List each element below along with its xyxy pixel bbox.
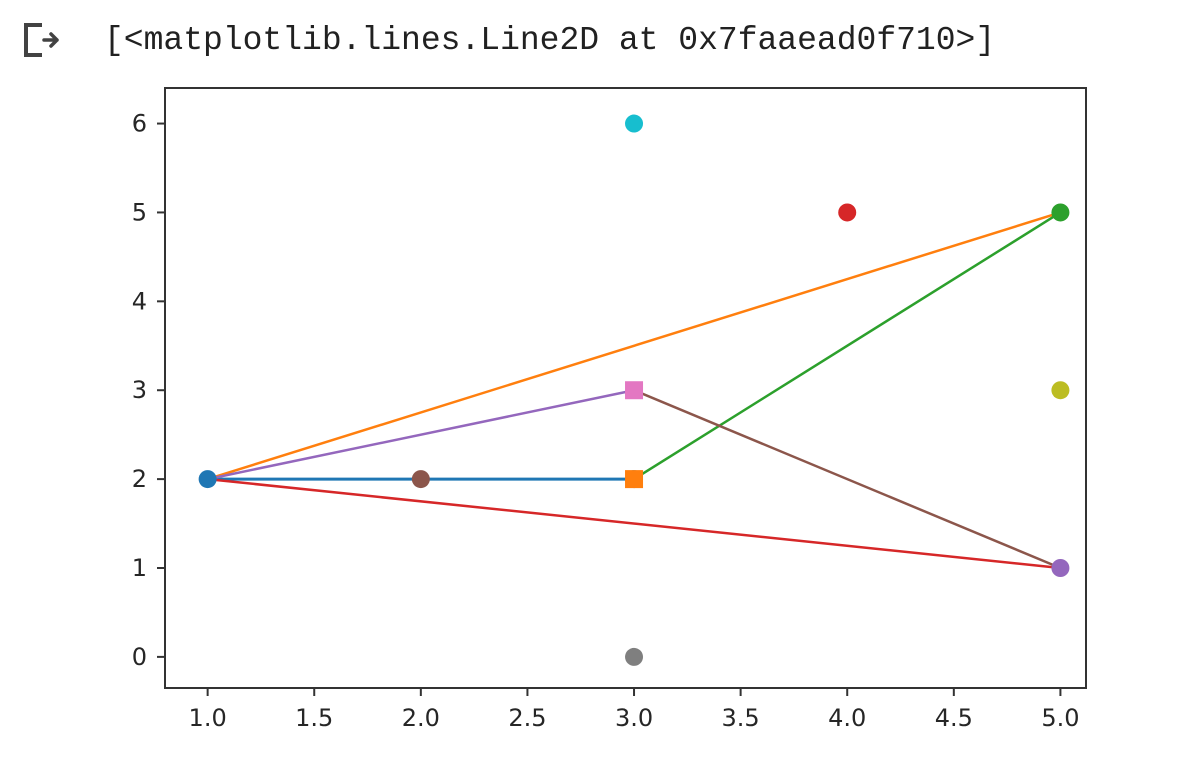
x-tick-label: 4.0 xyxy=(828,704,866,732)
series-line-5 xyxy=(632,388,1062,570)
x-tick-label: 5.0 xyxy=(1041,704,1079,732)
output-text: [<matplotlib.lines.Line2D at 0x7faaead0f… xyxy=(104,21,996,59)
output-arrow-icon[interactable] xyxy=(18,18,62,62)
x-tick-label: 4.5 xyxy=(935,704,973,732)
x-tick-label: 1.0 xyxy=(189,704,227,732)
x-tick-label: 3.5 xyxy=(722,704,760,732)
y-tick-label: 3 xyxy=(132,376,147,404)
x-tick-label: 1.5 xyxy=(295,704,333,732)
data-point-7-0 xyxy=(625,470,644,489)
cell-output-header: [<matplotlib.lines.Line2D at 0x7faaead0f… xyxy=(18,14,995,66)
y-tick-label: 0 xyxy=(132,643,147,671)
data-point-6-0 xyxy=(411,470,430,489)
data-point-11-0 xyxy=(625,381,644,400)
ticks: 1.0 1.5 2.0 2.5 3.0 3.5 4.0 4.5 5.0 0 1 2 3 4 5 6 xyxy=(132,110,1080,732)
data-point-8-0 xyxy=(1051,203,1070,222)
y-tick-label: 1 xyxy=(132,554,147,582)
x-tick-label: 2.5 xyxy=(508,704,546,732)
y-tick-label: 4 xyxy=(132,287,147,315)
series-line-3 xyxy=(206,477,1062,570)
y-tick-label: 6 xyxy=(132,110,147,138)
series-line-2 xyxy=(632,211,1062,481)
data-point-12-0 xyxy=(625,647,644,666)
data-point-0-0 xyxy=(198,470,217,489)
series-line-4 xyxy=(206,388,636,481)
x-tick-label: 3.0 xyxy=(615,704,653,732)
axes-frame xyxy=(164,87,1087,689)
data-point-13-0 xyxy=(1051,381,1070,400)
y-tick-label: 5 xyxy=(132,198,147,226)
data-point-10-0 xyxy=(1051,559,1070,577)
y-tick-label: 2 xyxy=(132,465,147,493)
series-markers xyxy=(198,114,1070,666)
x-tick-label: 2.0 xyxy=(402,704,440,732)
data-point-9-0 xyxy=(838,203,857,222)
data-point-14-0 xyxy=(625,114,644,133)
series-line-1 xyxy=(206,211,1062,481)
